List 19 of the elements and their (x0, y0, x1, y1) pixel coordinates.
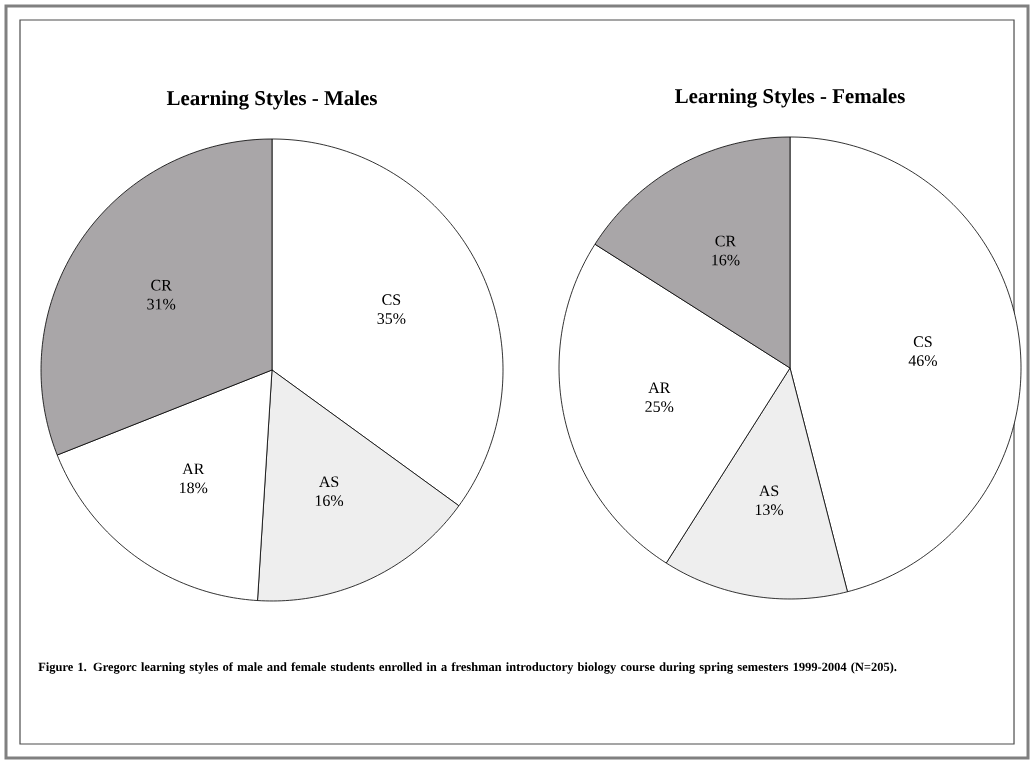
caption: Figure 1. Gregorc learning styles of male and female students enrolled in a freshman introductory biology course during spring semesters 1999-2004 (N=205). (38, 662, 897, 674)
data-label: 13% (755, 504, 784, 516)
slice-label: CR (151, 279, 172, 291)
slice-label: CR (715, 235, 737, 247)
chart-title: Learning Styles - Males (166, 90, 377, 110)
slice-label: AS (759, 485, 779, 497)
slice-label: AS (319, 476, 339, 488)
slice-label: AR (182, 463, 205, 475)
slice-label: AR (648, 382, 671, 393)
data-label: 25% (645, 401, 674, 413)
data-label: 16% (315, 495, 344, 507)
data-label: 35% (377, 313, 406, 325)
data-label: 16% (712, 254, 740, 266)
data-label: 18% (180, 482, 208, 494)
data-label: 31% (147, 298, 176, 310)
chart-title: Learning Styles - Females (675, 88, 905, 108)
data-label: 46% (908, 355, 937, 367)
slice-label: CS (913, 336, 932, 348)
slice-label: CS (382, 294, 401, 306)
